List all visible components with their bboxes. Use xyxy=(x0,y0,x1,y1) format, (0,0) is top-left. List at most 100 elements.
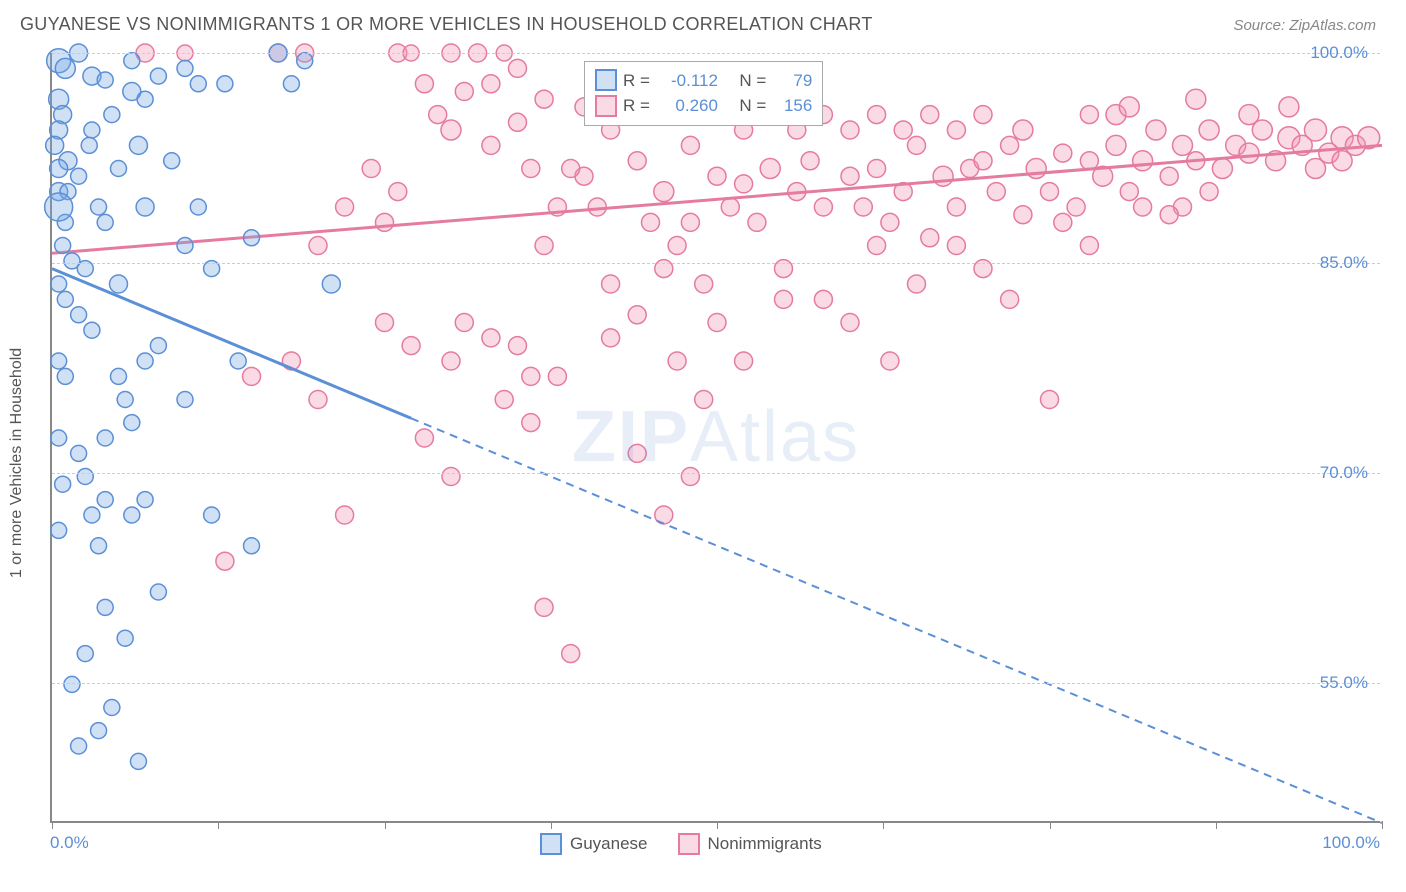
data-point xyxy=(55,476,71,492)
data-point xyxy=(57,368,73,384)
legend-item: Nonimmigrants xyxy=(678,833,822,855)
n-label: N = xyxy=(739,68,766,94)
data-point xyxy=(1001,136,1019,154)
data-point xyxy=(322,275,340,293)
data-point xyxy=(190,76,206,92)
data-point xyxy=(150,338,166,354)
data-point xyxy=(1120,183,1138,201)
data-point xyxy=(51,276,67,292)
data-point xyxy=(389,183,407,201)
data-point xyxy=(1054,144,1072,162)
data-point xyxy=(1239,143,1259,163)
data-point xyxy=(628,306,646,324)
data-point xyxy=(1041,183,1059,201)
data-point xyxy=(668,237,686,255)
data-point xyxy=(50,160,68,178)
trend-line-dashed xyxy=(411,418,1382,823)
data-point xyxy=(111,368,127,384)
y-tick-label: 70.0% xyxy=(1320,463,1368,483)
data-point xyxy=(297,53,313,69)
data-point xyxy=(362,160,380,178)
data-point xyxy=(77,469,93,485)
data-point xyxy=(124,53,140,69)
data-point xyxy=(894,121,912,139)
data-point xyxy=(137,91,153,107)
n-value: 79 xyxy=(772,68,812,94)
data-point xyxy=(482,136,500,154)
data-point xyxy=(91,199,107,215)
data-point xyxy=(1054,213,1072,231)
gridline xyxy=(52,263,1380,264)
data-point xyxy=(1080,237,1098,255)
data-point xyxy=(97,72,113,88)
trend-line xyxy=(52,269,411,419)
data-point xyxy=(1306,159,1326,179)
data-point xyxy=(881,352,899,370)
data-point xyxy=(455,314,473,332)
data-point xyxy=(1186,89,1206,109)
data-point xyxy=(415,429,433,447)
data-point xyxy=(216,552,234,570)
data-point xyxy=(309,237,327,255)
data-point xyxy=(1133,151,1153,171)
data-point xyxy=(84,507,100,523)
data-point xyxy=(642,213,660,231)
data-point xyxy=(137,353,153,369)
data-point xyxy=(987,183,1005,201)
x-tick xyxy=(1382,821,1383,829)
data-point xyxy=(522,367,540,385)
data-point xyxy=(77,646,93,662)
x-max-label: 100.0% xyxy=(1322,833,1380,853)
data-point xyxy=(668,352,686,370)
stats-legend: R =-0.112 N =79R =0.260 N =156 xyxy=(584,61,823,126)
data-point xyxy=(336,506,354,524)
data-point xyxy=(1160,206,1178,224)
data-point xyxy=(602,329,620,347)
data-point xyxy=(97,214,113,230)
data-point xyxy=(921,229,939,247)
data-point xyxy=(150,584,166,600)
legend-swatch xyxy=(678,833,700,855)
chart-container: 1 or more Vehicles in Household ZIPAtlas… xyxy=(0,43,1406,873)
data-point xyxy=(442,352,460,370)
data-point xyxy=(695,391,713,409)
data-point xyxy=(130,753,146,769)
data-point xyxy=(104,700,120,716)
data-point xyxy=(91,723,107,739)
data-point xyxy=(1106,135,1126,155)
data-point xyxy=(947,237,965,255)
data-point xyxy=(708,167,726,185)
data-point xyxy=(814,290,832,308)
data-point xyxy=(309,391,327,409)
data-point xyxy=(509,113,527,131)
data-point xyxy=(117,392,133,408)
data-point xyxy=(84,322,100,338)
data-point xyxy=(535,90,553,108)
x-tick xyxy=(385,821,386,829)
data-point xyxy=(562,160,580,178)
data-point xyxy=(55,58,75,78)
data-point xyxy=(244,230,260,246)
data-point xyxy=(402,337,420,355)
data-point xyxy=(71,168,87,184)
data-point xyxy=(415,75,433,93)
data-point xyxy=(1160,167,1178,185)
plot-area: ZIPAtlas R =-0.112 N =79R =0.260 N =156 … xyxy=(50,53,1380,823)
data-point xyxy=(933,166,953,186)
x-tick xyxy=(218,821,219,829)
r-value: -0.112 xyxy=(656,68,718,94)
r-label: R = xyxy=(623,93,650,119)
data-point xyxy=(1332,151,1352,171)
data-point xyxy=(947,198,965,216)
legend-swatch xyxy=(595,69,617,91)
scatter-svg xyxy=(52,53,1382,823)
data-point xyxy=(628,444,646,462)
data-point xyxy=(721,198,739,216)
data-point xyxy=(548,367,566,385)
data-point xyxy=(841,121,859,139)
data-point xyxy=(137,492,153,508)
series-legend: GuyaneseNonimmigrants xyxy=(540,833,822,855)
data-point xyxy=(204,507,220,523)
data-point xyxy=(760,159,780,179)
x-tick xyxy=(717,821,718,829)
